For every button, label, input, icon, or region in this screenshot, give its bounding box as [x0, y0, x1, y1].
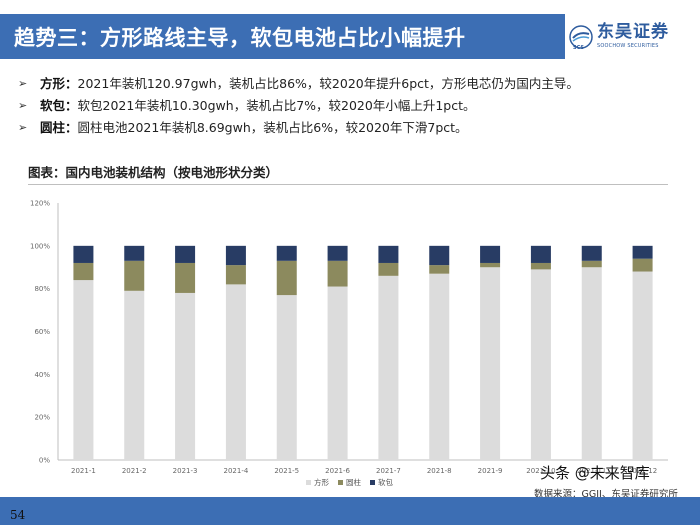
bar-segment-方形 [581, 267, 602, 460]
bar-segment-软包 [480, 245, 501, 263]
bar-segment-方形 [530, 269, 551, 460]
bar-segment-方形 [225, 284, 246, 460]
bullet-lead: 方形： [40, 76, 78, 91]
bar-segment-方形 [327, 286, 348, 460]
x-tick-label: 2021-8 [427, 467, 452, 475]
bar-segment-软包 [124, 245, 145, 261]
bar-segment-方形 [378, 275, 399, 460]
bullet-text: 圆柱电池2021年装机8.69gwh，装机占比6%，较2020年下滑7pct。 [77, 120, 468, 135]
x-tick-label: 2021-6 [325, 467, 350, 475]
footer-bar [0, 497, 700, 525]
bar-segment-软包 [276, 245, 297, 261]
bar-segment-方形 [124, 290, 145, 460]
y-tick-label: 80% [34, 285, 50, 293]
arrow-bullet-icon: ➢ [18, 77, 28, 90]
x-tick-label: 2021-4 [224, 467, 249, 475]
bar-segment-圆柱 [73, 262, 94, 281]
bar-segment-方形 [480, 267, 501, 460]
y-tick-label: 120% [30, 200, 50, 208]
bullet-item: ➢ 方形：2021年装机120.97gwh，装机占比86%，较2020年提升6p… [18, 73, 688, 95]
bar-segment-圆柱 [632, 258, 653, 272]
legend-swatch [306, 480, 311, 485]
bar-segment-圆柱 [225, 265, 246, 285]
legend-label: 软包 [378, 477, 393, 487]
bar-segment-圆柱 [327, 260, 348, 287]
legend-label: 方形 [314, 477, 329, 487]
page-number: 54 [10, 508, 26, 522]
x-tick-label: 2021-2 [122, 467, 147, 475]
bar-segment-软包 [632, 245, 653, 259]
legend-swatch [338, 480, 343, 485]
x-tick-label: 2021-3 [173, 467, 198, 475]
x-tick-label: 2021-11 [577, 467, 606, 475]
bullet-lead: 软包： [40, 98, 78, 113]
y-tick-label: 60% [34, 328, 50, 336]
bar-segment-软包 [327, 245, 348, 261]
bar-segment-方形 [429, 273, 450, 460]
logo-chinese-name: 东吴证券 [597, 22, 669, 42]
bar-segment-圆柱 [378, 262, 399, 276]
title-bar: 趋势三：方形路线主导，软包电池占比小幅提升 [0, 14, 565, 59]
x-tick-label: 2021-1 [71, 467, 96, 475]
y-tick-label: 20% [34, 414, 50, 422]
soochow-logo-icon [569, 24, 593, 49]
x-tick-label: 2021-9 [478, 467, 503, 475]
bar-segment-方形 [632, 271, 653, 460]
chart-title: 图表：国内电池装机结构（按电池形状分类） [28, 165, 279, 180]
bar-segment-圆柱 [480, 262, 501, 268]
x-tick-label: 2021-7 [376, 467, 401, 475]
bar-segment-圆柱 [175, 262, 196, 293]
brand-logo: 东吴证券 SOOCHOW SECURITIES SCS [565, 14, 695, 59]
bar-segment-圆柱 [581, 260, 602, 268]
bullet-item: ➢ 软包：软包2021年装机10.30gwh，装机占比7%，较2020年小幅上升… [18, 95, 688, 117]
bullet-item: ➢ 圆柱：圆柱电池2021年装机8.69gwh，装机占比6%，较2020年下滑7… [18, 117, 688, 139]
bullet-list: ➢ 方形：2021年装机120.97gwh，装机占比86%，较2020年提升6p… [18, 73, 688, 139]
bar-segment-软包 [378, 245, 399, 263]
bar-segment-软包 [581, 245, 602, 261]
bullet-text: 软包2021年装机10.30gwh，装机占比7%，较2020年小幅上升1pct。 [77, 98, 476, 113]
watermark: 头条 @未来智库 [540, 464, 650, 482]
x-tick-label: 2021-10 [526, 467, 555, 475]
bar-segment-圆柱 [429, 265, 450, 274]
bullet-lead: 圆柱： [40, 120, 78, 135]
bar-segment-方形 [73, 280, 94, 460]
chart-divider [28, 184, 668, 185]
bar-segment-方形 [276, 295, 297, 460]
arrow-bullet-icon: ➢ [18, 121, 28, 134]
bar-segment-圆柱 [124, 260, 145, 291]
data-source: 数据来源：GGII、东吴证券研究所 [534, 489, 678, 500]
logo-code: SCS [573, 45, 584, 51]
bullet-text: 2021年装机120.97gwh，装机占比86%，较2020年提升6pct，方形… [77, 76, 579, 91]
bar-segment-圆柱 [276, 260, 297, 296]
x-tick-label: 2021-12 [628, 467, 657, 475]
stacked-bar-chart: 0% 20% 40% 60% 80% 100% 120% 2021-1 2021-2 2021-3… [30, 200, 668, 487]
y-tick-label: 100% [30, 242, 50, 250]
bar-segment-软包 [73, 245, 94, 263]
arrow-bullet-icon: ➢ [18, 99, 28, 112]
legend-swatch [370, 480, 375, 485]
bar-segment-软包 [530, 245, 551, 263]
bar-segment-软包 [225, 245, 246, 266]
bar-segment-方形 [175, 292, 196, 460]
y-tick-label: 0% [39, 457, 50, 465]
x-tick-label: 2021-5 [274, 467, 299, 475]
logo-english-name: SOOCHOW SECURITIES [597, 43, 659, 49]
bar-segment-软包 [429, 245, 450, 266]
y-tick-label: 40% [34, 371, 50, 379]
legend-label: 圆柱 [346, 477, 361, 487]
bar-segment-圆柱 [530, 262, 551, 270]
page-title: 趋势三：方形路线主导，软包电池占比小幅提升 [14, 26, 466, 50]
bar-segment-软包 [175, 245, 196, 263]
